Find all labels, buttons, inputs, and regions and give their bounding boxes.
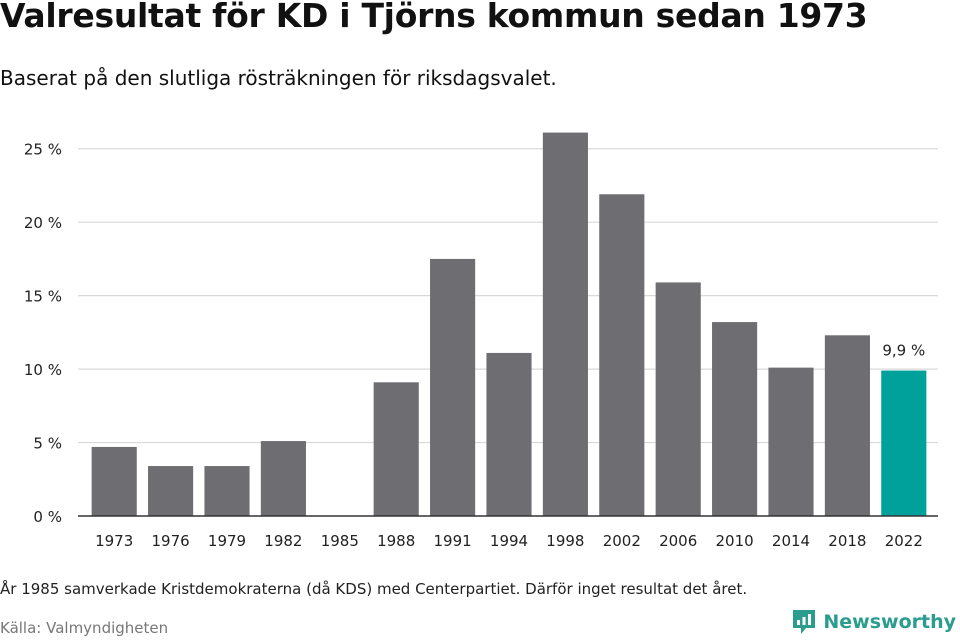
x-tick-label: 2002 (603, 532, 641, 550)
x-tick-label: 1982 (264, 532, 302, 550)
x-tick-label: 1973 (95, 532, 133, 550)
bar-chart: 0 % 5 % 10 % 15 % 20 % 25 % 1973 1976 1979 1982 19… (24, 132, 938, 550)
bar (91, 446, 137, 516)
y-tick-label: 15 % (24, 288, 62, 306)
chart-title: Valresultat för KD i Tjörns kommun sedan… (0, 0, 868, 35)
chart-subtitle: Baserat på den slutliga rösträkningen fö… (0, 66, 557, 90)
x-tick-label: 1998 (546, 532, 584, 550)
footnote: År 1985 samverkade Kristdemokraterna (då… (0, 580, 748, 598)
x-tick-label: 2006 (659, 532, 697, 550)
x-tick-label: 1991 (434, 532, 472, 550)
bar (148, 466, 194, 516)
bar (260, 441, 306, 516)
y-tick-label: 25 % (24, 141, 62, 159)
x-tick-label: 1976 (152, 532, 190, 550)
bar (599, 194, 645, 516)
x-tick-label: 1994 (490, 532, 528, 550)
x-tick-label: 2022 (885, 532, 923, 550)
x-tick-label: 2014 (772, 532, 810, 550)
bar (881, 370, 927, 516)
bar (824, 335, 870, 516)
x-tick-label: 1979 (208, 532, 246, 550)
bar (542, 132, 588, 517)
brand-logo: Newsworthy (791, 608, 956, 636)
newsworthy-logo-icon (793, 610, 816, 634)
data-label: 9,9 % (882, 342, 925, 360)
y-tick-label: 20 % (24, 214, 62, 232)
brand-name: Newsworthy (823, 611, 956, 633)
bar (768, 367, 814, 516)
source-note: Källa: Valmyndigheten (0, 619, 169, 637)
x-tick-label: 2018 (828, 532, 866, 550)
bar (486, 352, 532, 516)
y-tick-label: 5 % (33, 435, 62, 453)
bar (430, 258, 476, 516)
bar (204, 466, 250, 516)
x-tick-label: 2010 (716, 532, 754, 550)
bar (373, 382, 419, 516)
x-tick-label: 1985 (321, 532, 359, 550)
y-tick-label: 10 % (24, 361, 62, 379)
y-tick-label: 0 % (33, 508, 62, 526)
bar (655, 282, 701, 516)
x-tick-label: 1988 (377, 532, 415, 550)
bar (712, 322, 758, 516)
